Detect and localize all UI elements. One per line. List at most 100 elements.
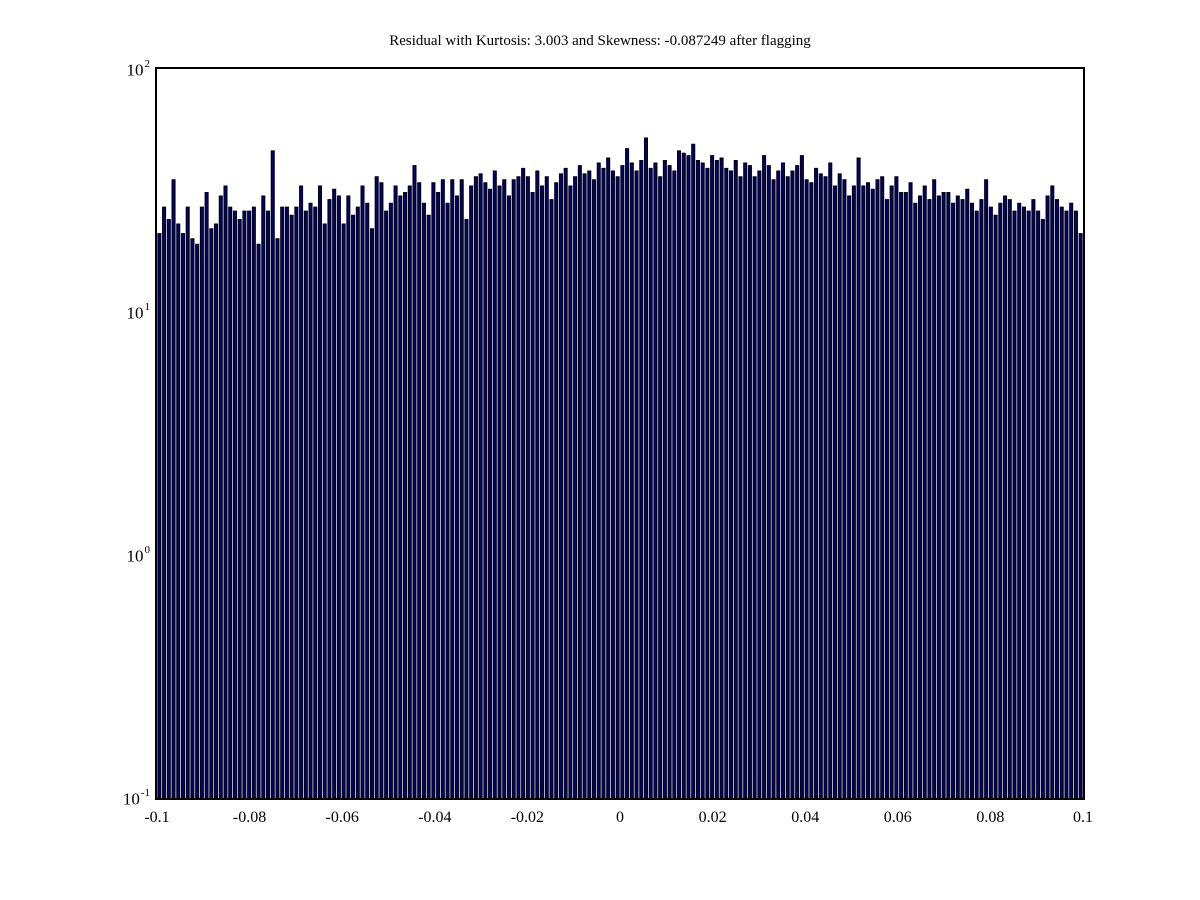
histogram-bar [673,171,676,798]
histogram-bar [172,180,175,798]
histogram-bar [777,171,780,798]
histogram-bar [1032,200,1035,798]
y-tick-label-1e-1: 10-1 [107,787,150,810]
y-tick-mantissa: 10 [126,303,144,323]
histogram-bar [541,186,544,798]
histogram-bar [805,180,808,798]
histogram-bar [285,207,288,798]
histogram-bar [1079,234,1082,798]
histogram-bar [1041,220,1044,798]
histogram-bar [361,186,364,798]
histogram-bar [815,168,818,798]
y-tick-exponent: 0 [144,544,151,556]
histogram-bar [323,224,326,798]
histogram-bar [720,158,723,798]
histogram-bar [352,215,355,798]
x-tick-label: 0.1 [1073,809,1093,826]
histogram-bar [446,203,449,798]
histogram-bar [243,211,246,798]
histogram-bar [574,177,577,798]
histogram-bar [602,168,605,798]
histogram-bar [1070,203,1073,798]
histogram-bar [933,180,936,798]
histogram-bar [1022,207,1025,798]
histogram-bar [210,229,213,798]
histogram-bar [177,224,180,798]
histogram-bar [517,177,520,798]
histogram-bar [654,163,657,798]
histogram-bar [1056,200,1059,798]
histogram-bar [630,163,633,798]
histogram-bar [300,186,303,798]
histogram-bar [994,215,997,798]
histogram-bar [881,177,884,798]
histogram-bar [706,168,709,798]
histogram-bar [772,180,775,798]
histogram-bar [607,158,610,798]
histogram-bars [157,69,1083,798]
x-tick-label: 0.04 [791,809,820,826]
histogram-bar [744,163,747,798]
histogram-bar [848,196,851,798]
histogram-bar [1074,211,1077,798]
histogram-bar [834,186,837,798]
histogram-bar [895,177,898,798]
y-tick-exponent: 1 [144,301,151,313]
histogram-bar [328,200,331,798]
histogram-bar [238,220,241,798]
histogram-bar [229,207,232,798]
histogram-bar [1027,211,1030,798]
y-tick-label-1e1: 101 [107,301,151,324]
histogram-bar [219,196,222,798]
histogram-bar [319,186,322,798]
histogram-bar [947,193,950,798]
histogram-bar [380,183,383,798]
histogram-bar [810,183,813,798]
histogram-bar [276,239,279,798]
histogram-bar [337,196,340,798]
histogram-bar [432,183,435,798]
histogram-svg [157,69,1083,798]
histogram-bar [333,189,336,798]
x-tick-label: -0.04 [418,809,452,826]
histogram-bar [550,200,553,798]
histogram-bar [167,220,170,798]
histogram-bar [1065,211,1068,798]
histogram-bar [536,171,539,798]
histogram-bar [758,171,761,798]
histogram-bar [593,180,596,798]
histogram-bar [838,174,841,798]
histogram-bar [394,186,397,798]
histogram-bar [659,177,662,798]
histogram-bar [200,207,203,798]
histogram-bar [1013,211,1016,798]
histogram-bar [626,149,629,798]
histogram-bar [408,186,411,798]
histogram-bar [342,224,345,798]
y-tick-mantissa: 10 [122,789,140,809]
histogram-bar [682,153,685,798]
histogram-bar [555,183,558,798]
x-tick-label: -0.02 [510,809,545,826]
histogram-bar [885,200,888,798]
histogram-bar [640,161,643,798]
histogram-bar [649,168,652,798]
histogram-bar [701,163,704,798]
y-tick-mantissa: 10 [126,60,144,80]
histogram-bar [819,174,822,798]
histogram-bar [271,151,274,798]
histogram-bar [1051,186,1054,798]
histogram-bar [763,156,766,798]
histogram-bar [829,163,832,798]
y-tick-label-1e2: 102 [107,58,151,81]
histogram-bar [862,186,865,798]
histogram-bar [205,193,208,798]
histogram-bar [257,244,260,798]
histogram-bar [782,163,785,798]
histogram-bar [252,207,255,798]
histogram-bar [588,171,591,798]
histogram-bar [375,177,378,798]
histogram-bar [725,168,728,798]
histogram-bar [314,207,317,798]
histogram-bar [508,196,511,798]
